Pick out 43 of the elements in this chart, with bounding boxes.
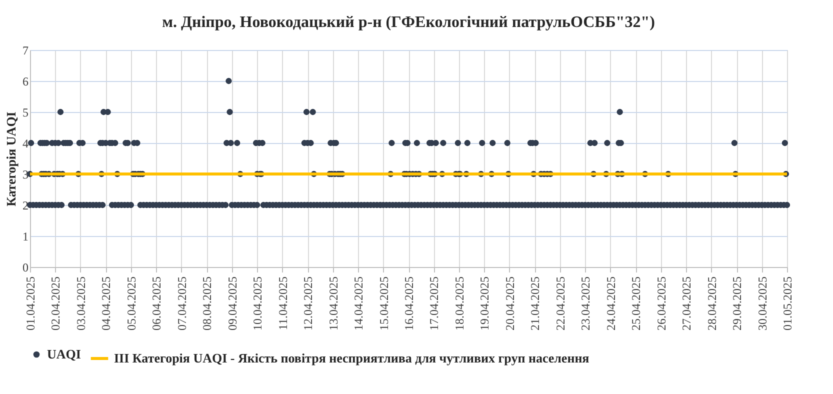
x-tick-label: 06.04.2025	[150, 276, 164, 330]
y-tick-label: 1	[22, 230, 28, 244]
x-tick-label: 01.04.2025	[24, 276, 38, 330]
x-tick-label: 12.04.2025	[301, 276, 316, 330]
x-tick-label: 16.04.2025	[402, 276, 416, 330]
x-tick-label: 29.04.2025	[730, 276, 744, 330]
x-tick-label: 07.04.2025	[174, 276, 189, 330]
y-tick-label: 5	[22, 106, 28, 120]
x-tick-label: 20.04.2025	[502, 276, 517, 330]
x-tick-label: 11.04.2025	[276, 276, 290, 330]
x-tick-label: 25.04.2025	[629, 276, 644, 330]
x-tick-label: 03.04.2025	[74, 276, 88, 330]
x-tick-label: 24.04.2025	[604, 276, 618, 330]
x-tick-label: 19.04.2025	[478, 276, 492, 330]
x-tick-label: 23.04.2025	[578, 276, 593, 330]
x-tick-label: 18.04.2025	[452, 276, 466, 330]
chart-title: м. Дніпро, Новокодацький р-н (ГФЕкологічний патрульОСББ"32")	[162, 14, 655, 31]
legend-label: UAQI	[47, 346, 81, 362]
x-tick-label: 27.04.2025	[680, 276, 694, 330]
x-tick-label: 05.04.2025	[124, 276, 138, 330]
y-tick-label: 0	[22, 260, 28, 274]
x-tick-label: 10.04.2025	[250, 276, 265, 330]
y-tick-label: 2	[22, 198, 28, 212]
x-tick-label: 14.04.2025	[352, 276, 366, 330]
x-tick-label: 02.04.2025	[48, 276, 63, 330]
x-tick-label: 28.04.2025	[704, 276, 719, 330]
legend-label: III Категорія UAQI - Якість повітря несприятлива для чутливих груп населення	[114, 350, 590, 366]
x-tick-label: 26.04.2025	[654, 276, 668, 330]
x-tick-label: 08.04.2025	[200, 276, 214, 330]
x-tick-label: 30.04.2025	[755, 276, 770, 330]
x-tick-label: 17.04.2025	[427, 276, 442, 330]
x-tick-label: 22.04.2025	[553, 276, 568, 330]
x-tick-label: 09.04.2025	[225, 276, 240, 330]
x-tick-label: 21.04.2025	[528, 276, 542, 330]
y-tick-label: 6	[22, 74, 28, 88]
x-tick-label: 01.05.2025	[780, 276, 794, 330]
x-tick-label: 04.04.2025	[99, 276, 114, 330]
x-tick-label: 15.04.2025	[376, 276, 391, 330]
y-axis-title: Категорія UAQI	[4, 112, 18, 206]
y-tick-label: 3	[22, 168, 28, 182]
y-tick-label: 7	[22, 44, 28, 58]
y-tick-label: 4	[22, 136, 28, 150]
x-tick-label: 13.04.2025	[326, 276, 340, 330]
